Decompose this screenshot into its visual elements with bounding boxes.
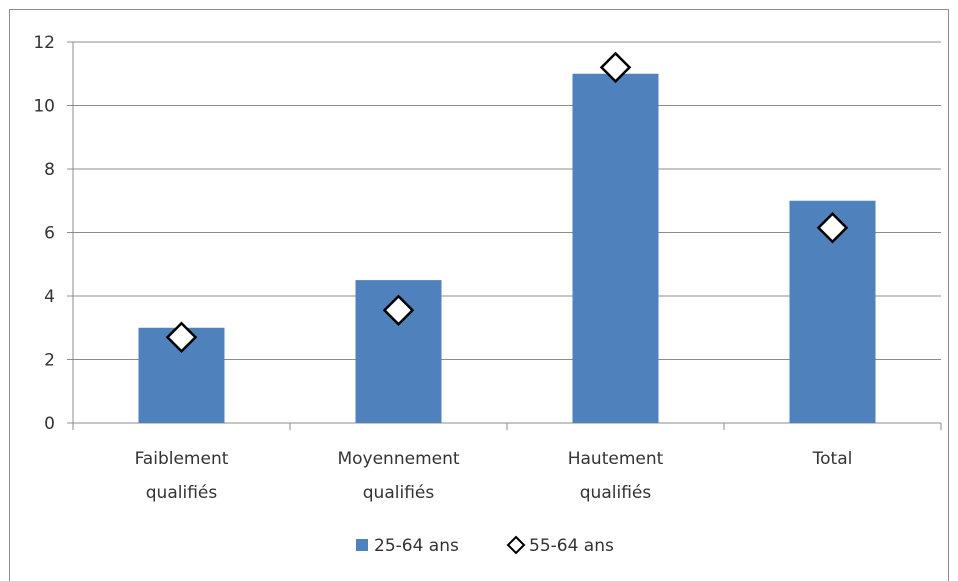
- y-tick-label: 4: [44, 287, 55, 307]
- legend-swatch-bar: [356, 539, 368, 551]
- category-label: qualifiés: [146, 483, 218, 503]
- y-tick-label: 12: [33, 33, 55, 53]
- bar-series: [138, 73, 876, 423]
- y-tick-label: 10: [33, 97, 55, 117]
- marker-point: [165, 321, 198, 354]
- category-labels: Faiblement qualifiés Moyennement qualifiés H…: [135, 449, 853, 503]
- marker-point: [382, 294, 415, 327]
- legend: 25-64 ans 55-64 ans: [356, 535, 614, 556]
- category-label: Hautement: [568, 449, 664, 469]
- marker-point: [599, 51, 632, 84]
- y-tick-label: 8: [44, 160, 55, 180]
- legend-label-marker: 55-64 ans: [529, 536, 614, 556]
- y-tick-label: 6: [44, 224, 55, 244]
- category-label: Total: [812, 449, 853, 469]
- y-tick-label: 0: [44, 414, 55, 434]
- category-label: Faiblement: [135, 449, 229, 469]
- marker-point: [816, 211, 849, 244]
- y-tick-label: 2: [44, 351, 55, 371]
- legend-label-bar: 25-64 ans: [374, 536, 459, 556]
- marker-series: [165, 51, 849, 354]
- bar: [572, 73, 659, 423]
- category-label: qualifiés: [363, 483, 435, 503]
- category-label: qualifiés: [580, 483, 652, 503]
- category-label: Moyennement: [337, 449, 459, 469]
- legend-swatch-diamond: [506, 535, 526, 555]
- y-tick-labels: 0 2 4 6 8 10 12: [33, 33, 55, 434]
